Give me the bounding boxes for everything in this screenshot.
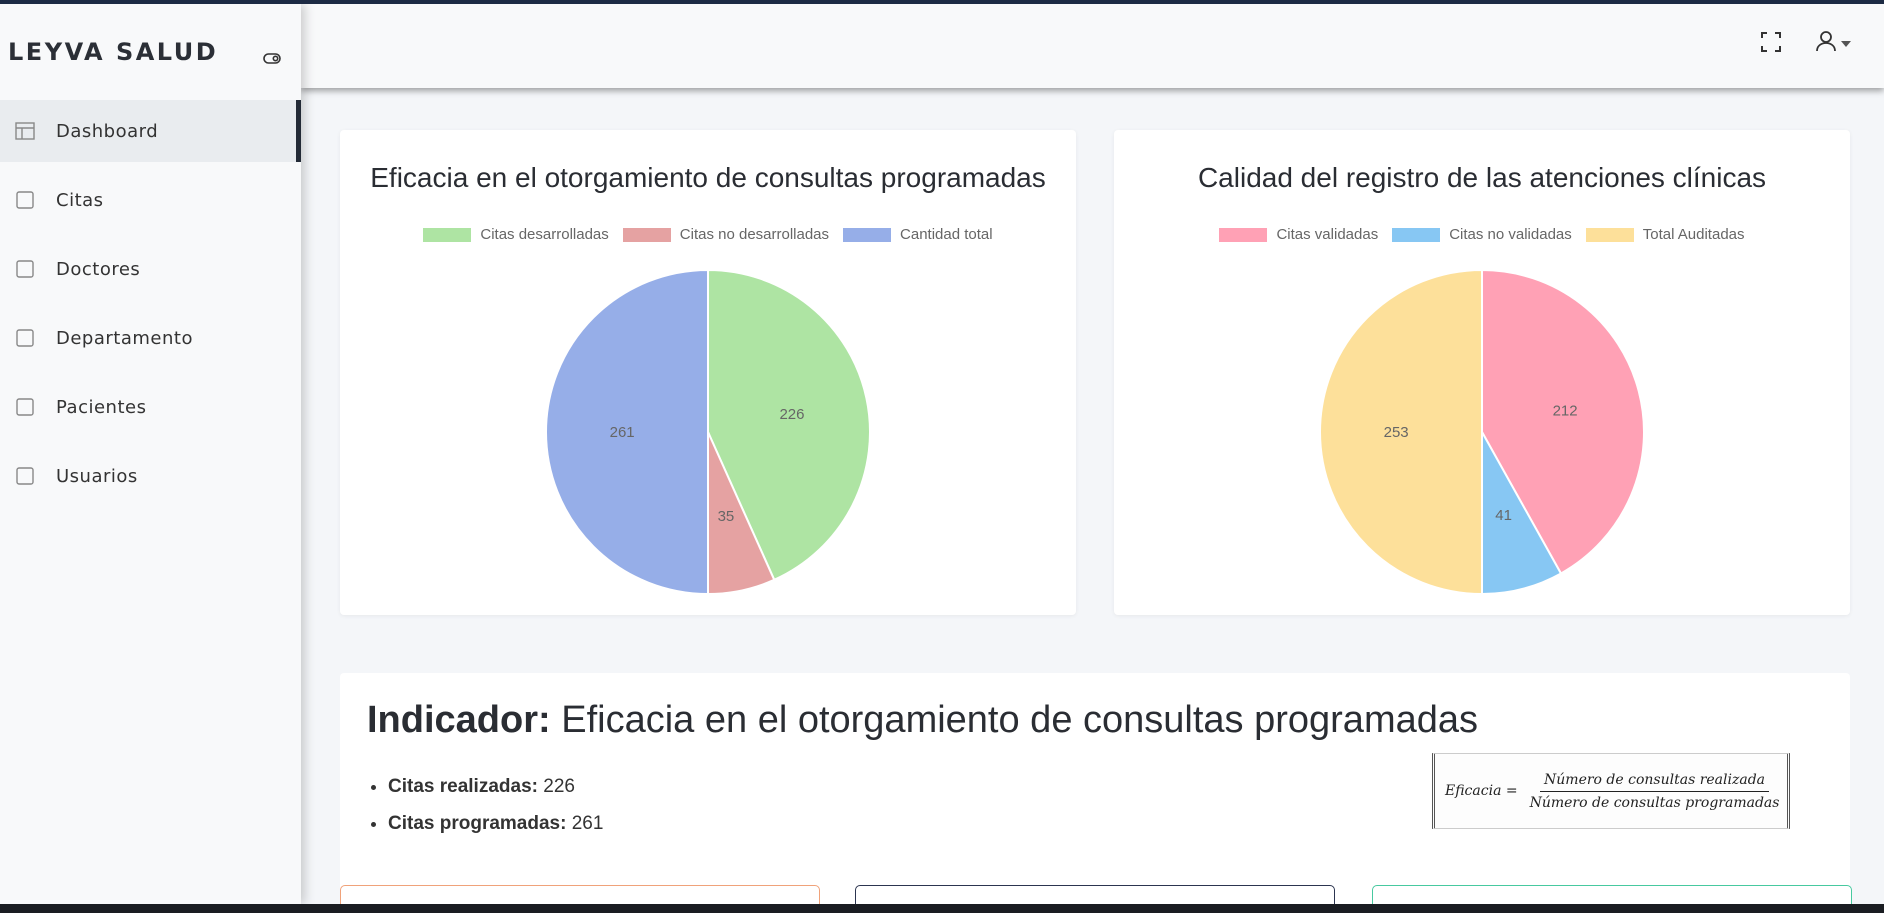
square-icon <box>14 327 36 349</box>
bottom-bar <box>0 904 1884 913</box>
legend-swatch <box>423 227 472 242</box>
square-icon <box>14 465 36 487</box>
indicator-card: Indicador: Eficacia en el otorgamiento d… <box>340 673 1850 913</box>
sidebar-item-label: Usuarios <box>56 465 138 487</box>
legend-item[interactable]: Citas no validadas <box>1392 226 1572 243</box>
legend-swatch <box>1392 227 1441 242</box>
sidebar-item-label: Departamento <box>56 327 193 349</box>
indicator-title: Indicador: Eficacia en el otorgamiento d… <box>367 699 1478 742</box>
legend-label: Citas desarrolladas <box>480 226 609 243</box>
square-icon <box>14 396 36 418</box>
legend-swatch <box>1219 227 1268 242</box>
sidebar: LEYVA SALUD Dashboard Citas Doctores <box>0 4 301 904</box>
fullscreen-icon[interactable] <box>1759 30 1783 54</box>
sidebar-item-usuarios[interactable]: Usuarios <box>0 445 301 507</box>
chart-legend: Citas validadas Citas no validadas Total… <box>1114 226 1850 243</box>
chart-title: Eficacia en el otorgamiento de consultas… <box>370 162 1046 193</box>
sidebar-item-label: Doctores <box>56 258 141 280</box>
slice-value-label: 35 <box>718 508 735 525</box>
legend-label: Citas validadas <box>1276 226 1379 243</box>
square-icon <box>14 258 36 280</box>
item-value: 226 <box>543 776 575 797</box>
item-label: Citas realizadas: <box>388 776 538 797</box>
legend-item[interactable]: Citas validadas <box>1219 226 1378 243</box>
brand: LEYVA SALUD <box>0 4 301 100</box>
legend-item[interactable]: Citas desarrolladas <box>423 226 609 243</box>
sidebar-nav: Dashboard Citas Doctores Departamento Pa… <box>0 100 301 507</box>
chart-card-eficacia: Eficacia en el otorgamiento de consultas… <box>340 130 1076 615</box>
chart-legend: Citas desarrolladas Citas no desarrollad… <box>340 226 1076 243</box>
sidebar-item-label: Citas <box>56 189 104 211</box>
legend-item[interactable]: Citas no desarrolladas <box>622 226 830 243</box>
pie-slice[interactable] <box>545 268 709 596</box>
formula-numerator: Número de consultas realizada <box>1540 772 1770 792</box>
pie-slice[interactable] <box>707 268 871 582</box>
list-item: Citas realizadas: 226 <box>388 776 603 798</box>
legend-item[interactable]: Total Auditadas <box>1585 226 1745 243</box>
pie-slice[interactable] <box>1319 268 1483 596</box>
slice-value-label: 212 <box>1553 402 1578 419</box>
legend-swatch <box>843 227 892 242</box>
slice-value-label: 253 <box>1384 424 1409 441</box>
brand-name: LEYVA SALUD <box>8 38 219 66</box>
slice-value-label: 261 <box>610 424 635 441</box>
layout-icon <box>14 120 36 142</box>
sidebar-item-label: Pacientes <box>56 396 147 418</box>
slice-value-label: 41 <box>1495 507 1512 524</box>
sidebar-item-citas[interactable]: Citas <box>0 169 301 231</box>
user-icon <box>1815 29 1837 58</box>
sidebar-item-doctores[interactable]: Doctores <box>0 238 301 300</box>
indicator-label: Indicador: <box>367 699 551 741</box>
legend-label: Total Auditadas <box>1642 226 1745 243</box>
caret-down-icon <box>1841 34 1851 52</box>
sidebar-item-departamento[interactable]: Departamento <box>0 307 301 369</box>
pie-chart: 226 35 261 <box>545 268 871 596</box>
legend-label: Citas no validadas <box>1449 226 1572 243</box>
chart-title: Calidad del registro de las atenciones c… <box>1197 162 1767 193</box>
formula-denominator: Número de consultas programadas <box>1529 794 1780 811</box>
top-accent-bar <box>0 0 1884 4</box>
square-icon <box>14 189 36 211</box>
slice-value-label: 226 <box>779 406 804 423</box>
sidebar-item-label: Dashboard <box>56 120 159 142</box>
formula-lhs: Eficacia = <box>1445 783 1518 799</box>
pie-chart: 212 41 253 <box>1319 268 1645 596</box>
indicator-list: Citas realizadas: 226 Citas programadas:… <box>388 776 603 850</box>
chart-card-calidad: Calidad del registro de las atenciones c… <box>1114 130 1850 615</box>
list-item: Citas programadas: 261 <box>388 813 603 835</box>
sidebar-item-pacientes[interactable]: Pacientes <box>0 376 301 438</box>
sidebar-item-dashboard[interactable]: Dashboard <box>0 100 301 162</box>
legend-swatch <box>622 227 671 242</box>
indicator-name: Eficacia en el otorgamiento de consultas… <box>561 699 1478 741</box>
legend-item[interactable]: Cantidad total <box>843 226 993 243</box>
item-value: 261 <box>571 813 604 834</box>
sidebar-toggle-icon[interactable] <box>262 48 282 68</box>
item-label: Citas programadas: <box>388 813 567 834</box>
legend-label: Citas no desarrolladas <box>679 226 830 243</box>
user-menu-button[interactable] <box>1815 30 1855 56</box>
formula-image: Eficacia = Número de consultas realizada… <box>1432 753 1790 829</box>
formula-fraction: Número de consultas realizada Número de … <box>1526 772 1784 811</box>
legend-label: Cantidad total <box>900 226 993 243</box>
legend-swatch <box>1585 227 1634 242</box>
top-header <box>301 4 1884 88</box>
pie-slice[interactable] <box>1481 268 1645 575</box>
